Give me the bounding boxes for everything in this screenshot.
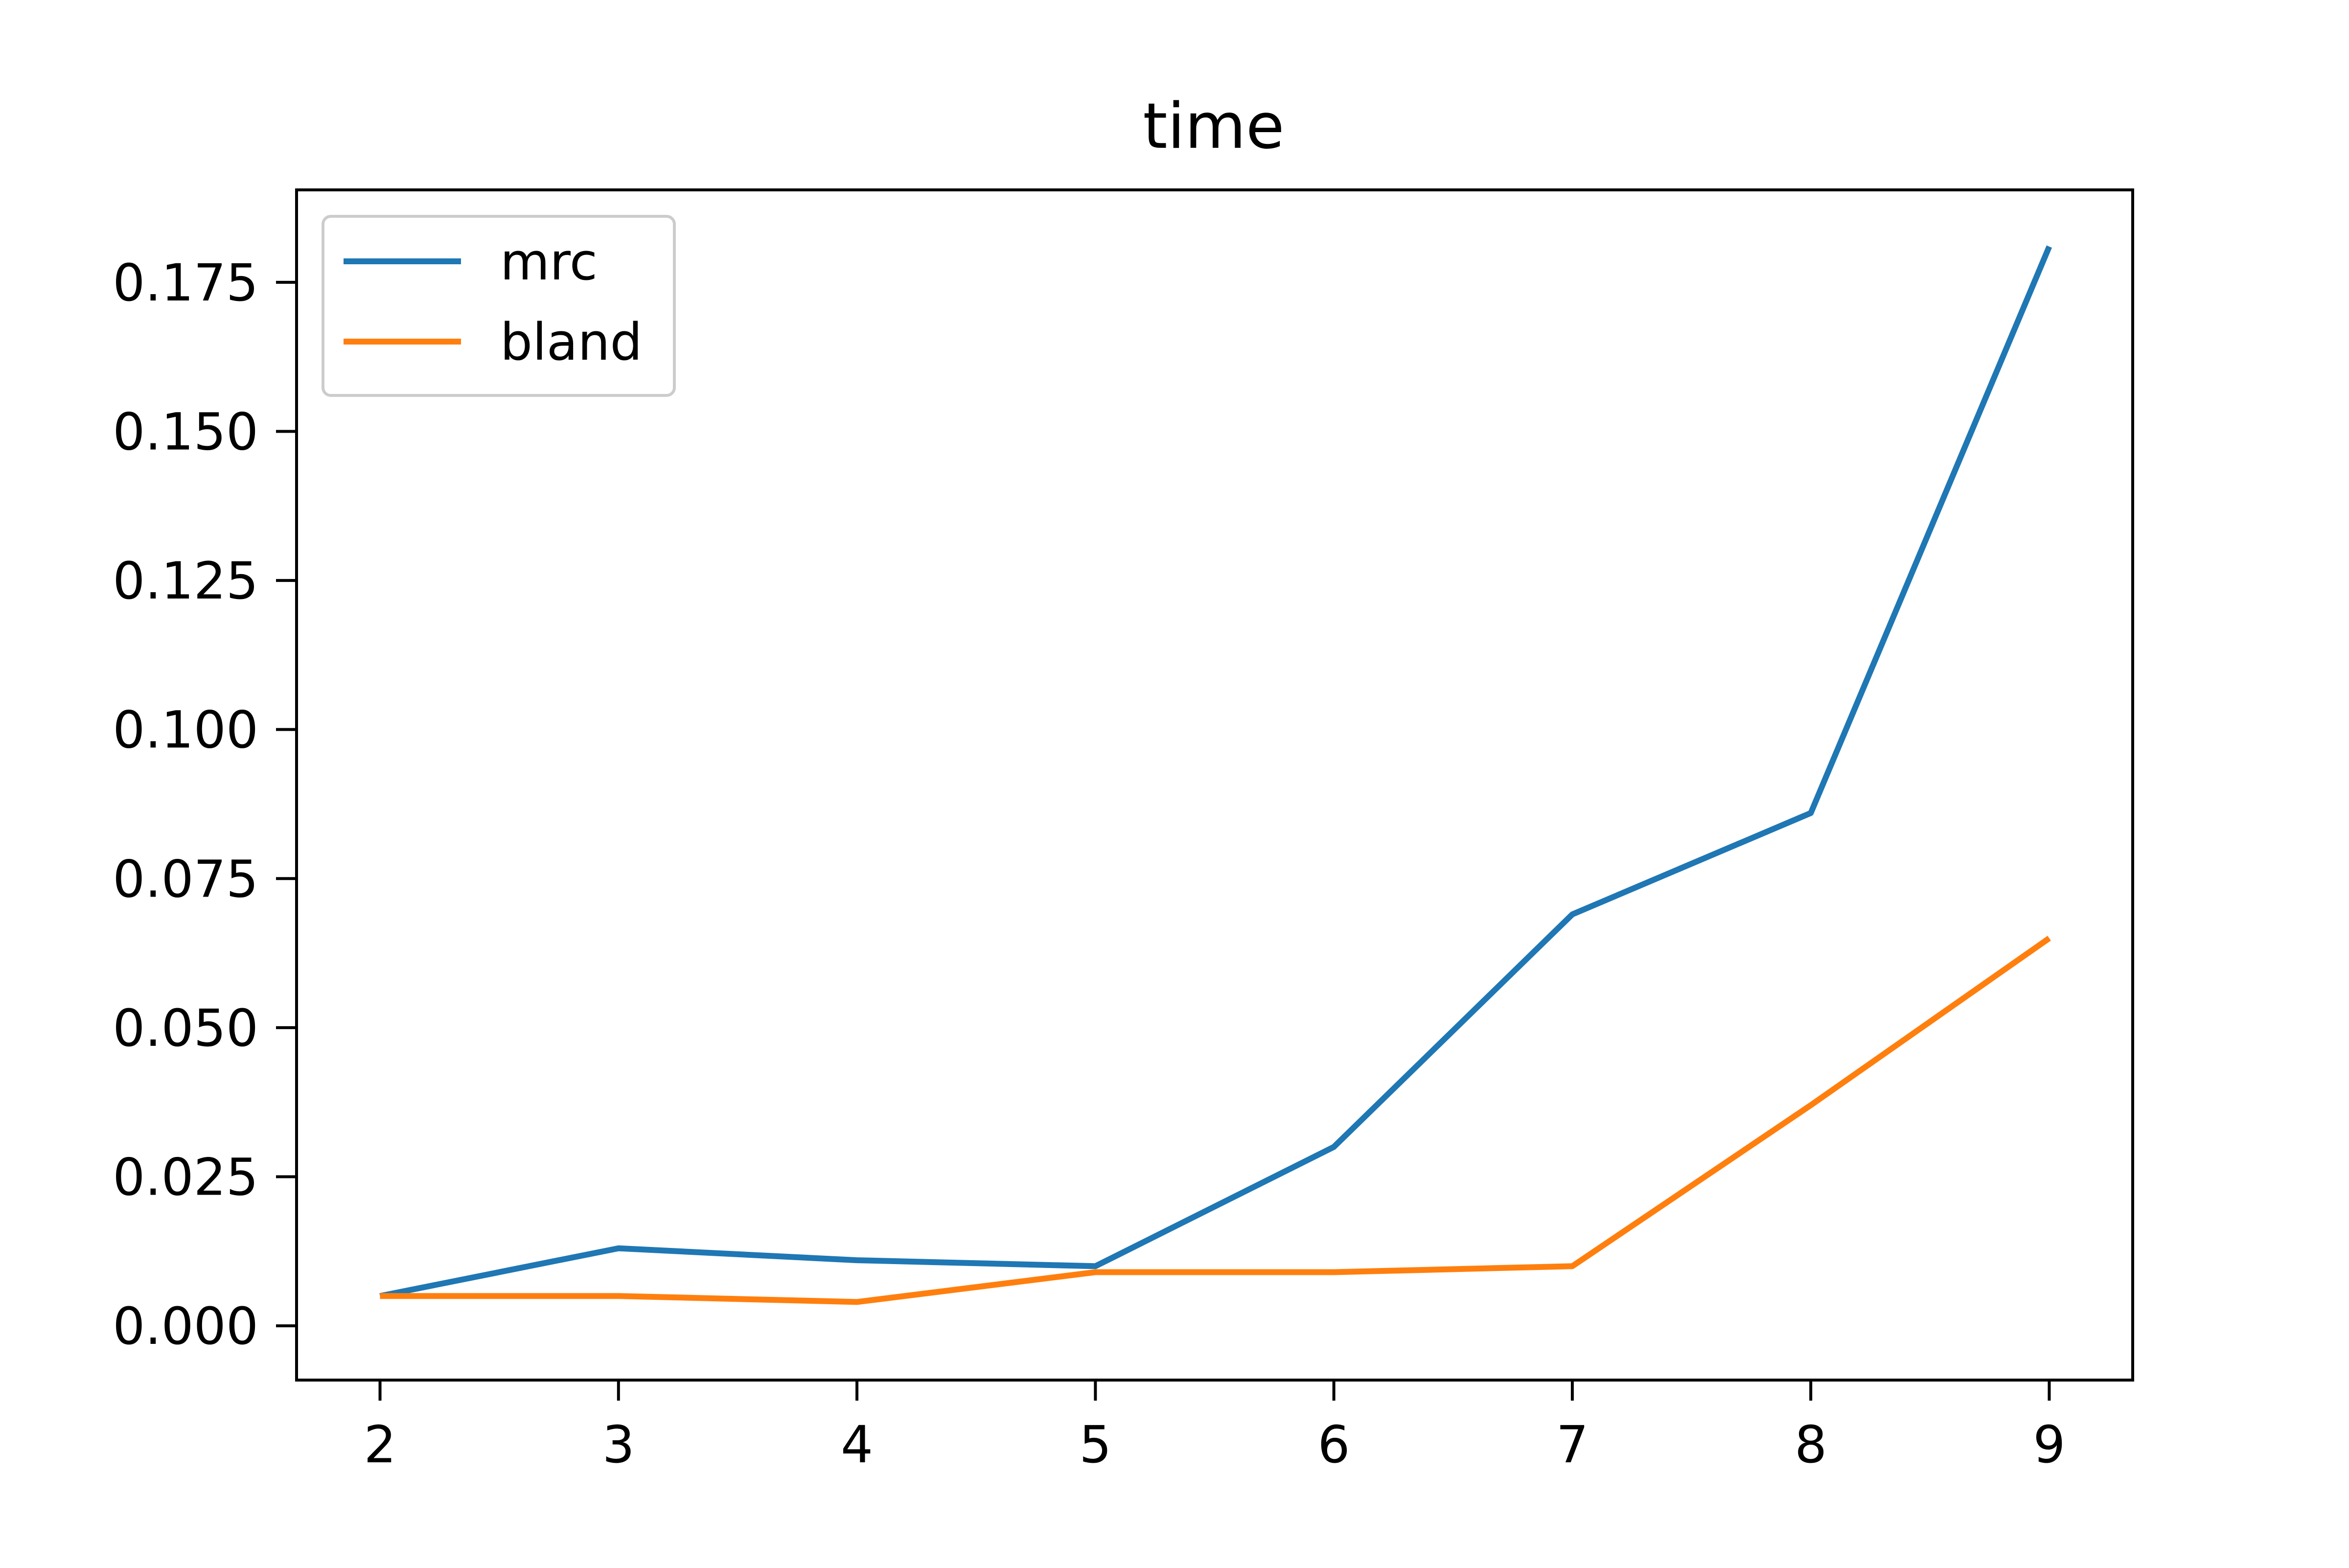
chart-title: time bbox=[1143, 90, 1284, 163]
legend-label-bland: bland bbox=[500, 312, 643, 372]
axes: 2 3 4 5 6 7 8 9 0.000 0.025 0.050 0.075 0.100 0.125 0.… bbox=[113, 253, 2065, 1475]
x-tick-label: 7 bbox=[1556, 1415, 1589, 1475]
y-tick-label: 0.125 bbox=[113, 551, 258, 611]
x-tick-label: 5 bbox=[1079, 1415, 1111, 1475]
x-tick-label: 8 bbox=[1795, 1415, 1827, 1475]
x-tick-label: 3 bbox=[602, 1415, 635, 1475]
legend-label-mrc: mrc bbox=[500, 232, 598, 292]
y-tick-label: 0.100 bbox=[113, 700, 258, 760]
x-tick-label: 9 bbox=[2033, 1415, 2065, 1475]
x-tick-label: 4 bbox=[841, 1415, 873, 1475]
y-tick-label: 0.075 bbox=[113, 849, 258, 909]
series-lines bbox=[379, 245, 2052, 1305]
y-tick-label: 0.050 bbox=[113, 998, 258, 1058]
x-tick-label: 2 bbox=[364, 1415, 396, 1475]
legend: mrc bland bbox=[322, 215, 676, 397]
series-line-bland bbox=[380, 936, 2051, 1305]
y-tick-label: 0.025 bbox=[113, 1148, 258, 1207]
y-tick-label: 0.000 bbox=[113, 1296, 258, 1356]
x-tick-label: 6 bbox=[1318, 1415, 1350, 1475]
series-line-mrc bbox=[379, 245, 2052, 1299]
plot-frame bbox=[295, 188, 2134, 1382]
y-tick-label: 0.175 bbox=[113, 253, 258, 313]
y-tick-label: 0.150 bbox=[113, 402, 258, 461]
